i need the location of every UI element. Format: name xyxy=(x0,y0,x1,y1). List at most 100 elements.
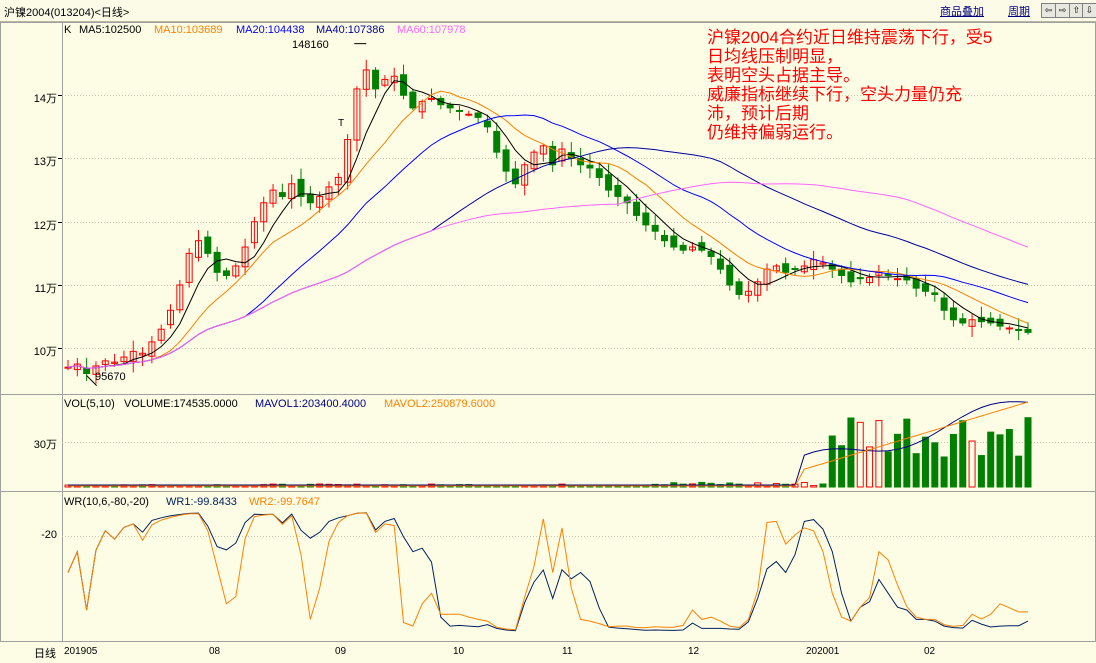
wr-title: WR(10,6,-80,-20) xyxy=(64,496,149,508)
candle-up xyxy=(148,341,156,357)
candle-down xyxy=(493,131,501,153)
ma40-label: MA40:107386 xyxy=(316,24,385,36)
candle-up xyxy=(176,284,184,311)
candle-down xyxy=(306,193,314,204)
t-mark: T xyxy=(338,118,345,129)
candle-up xyxy=(344,139,352,183)
candle-down xyxy=(586,164,594,169)
candle-up xyxy=(353,88,361,141)
period-button[interactable]: 周期 xyxy=(1008,6,1030,18)
volume-bar-down xyxy=(1015,455,1023,488)
candle-down xyxy=(642,212,650,226)
candle-up xyxy=(894,278,902,281)
volume-bar-down xyxy=(977,455,985,488)
candle-down xyxy=(1024,328,1032,333)
up-arrow-icon[interactable]: ⇧ xyxy=(1069,3,1084,18)
x-tick-12: 12 xyxy=(688,646,700,657)
candle-down xyxy=(595,168,603,178)
volume-bar-down xyxy=(996,434,1004,488)
ma20-label: MA20:104438 xyxy=(236,24,305,36)
candle-down xyxy=(735,281,743,295)
candle-down xyxy=(661,234,669,242)
candle-up xyxy=(800,265,808,273)
candle-up xyxy=(167,309,175,326)
candle-down xyxy=(949,307,957,321)
candle-down xyxy=(698,242,706,251)
candle-up xyxy=(362,69,370,90)
candle-up xyxy=(241,246,249,268)
candle-up xyxy=(381,78,389,86)
candle-down xyxy=(204,236,212,254)
y-tick-10w: 10万 xyxy=(33,346,57,358)
candle-up xyxy=(250,221,258,244)
candle-up xyxy=(101,360,109,365)
volume-bar-up xyxy=(866,446,874,488)
candle-up xyxy=(465,113,473,116)
candle-up xyxy=(334,176,342,186)
candle-up xyxy=(92,365,100,375)
candle-down xyxy=(940,297,948,311)
candle-down xyxy=(959,318,967,324)
down-arrow-icon[interactable]: ⇩ xyxy=(1082,3,1096,18)
candle-down xyxy=(605,174,613,191)
candle-down xyxy=(474,112,482,118)
candle-down xyxy=(483,120,491,128)
x-tick-10: 10 xyxy=(453,646,465,657)
candle-up xyxy=(744,290,752,296)
candle-down xyxy=(409,91,417,109)
candle-down xyxy=(549,145,557,166)
candle-up xyxy=(316,195,324,208)
candle-down xyxy=(670,235,678,248)
volume-bar-up xyxy=(856,421,864,488)
wr2-line xyxy=(67,512,1028,631)
candle-down xyxy=(511,168,519,185)
candle-up xyxy=(185,252,193,283)
ma40-line xyxy=(67,147,1029,369)
candle-up xyxy=(521,164,529,186)
volume-bar-down xyxy=(959,420,967,488)
ma20-line xyxy=(67,114,1029,369)
low-price-label: 95670 xyxy=(95,371,126,383)
x-tick-201905: 201905 xyxy=(64,646,98,657)
volume-bar-down xyxy=(1024,417,1032,488)
candle-down xyxy=(716,258,724,270)
candle-up xyxy=(688,246,696,251)
candle-down xyxy=(83,367,91,375)
volume-bar-down xyxy=(949,433,957,488)
x-tick-09: 09 xyxy=(335,646,347,657)
period-indicator: 日线 xyxy=(34,648,56,660)
low-marker-line xyxy=(86,375,97,386)
candle-up xyxy=(418,101,426,113)
volume-bar-down xyxy=(1005,429,1013,488)
mavol2-label: MAVOL2:250879.6000 xyxy=(384,398,496,410)
candle-down xyxy=(651,224,659,232)
wr1-line xyxy=(67,512,1029,632)
candle-up xyxy=(129,350,137,362)
x-tick-08: 08 xyxy=(209,646,221,657)
volume-bar-down xyxy=(884,451,892,488)
y-tick-14w: 14万 xyxy=(33,93,57,105)
candle-down xyxy=(297,178,305,197)
candle-up xyxy=(427,97,435,100)
volume-bar-down xyxy=(987,431,995,488)
candle-down xyxy=(446,104,454,109)
volume-bar-down xyxy=(903,418,911,488)
candle-up xyxy=(1005,327,1013,330)
y-tick-13w: 13万 xyxy=(33,156,57,168)
candle-down xyxy=(847,271,855,283)
overlay-button[interactable]: 商品叠加 xyxy=(940,6,984,18)
candle-up xyxy=(260,202,268,223)
candle-down xyxy=(1015,328,1023,332)
candle-up xyxy=(539,145,547,155)
candle-down xyxy=(931,292,939,295)
volume-bar-up xyxy=(968,440,976,488)
title-bar: 沪镍2004(013204)<日线> 商品叠加 周期 ⇦ ⇨ ⇧ ⇩ xyxy=(0,0,1096,22)
mavol1-line xyxy=(68,401,1029,486)
candle-down xyxy=(921,283,929,292)
candle-down xyxy=(502,149,510,172)
candle-down xyxy=(278,192,286,197)
ma60-line xyxy=(67,181,1029,369)
volume-bar-up xyxy=(800,482,808,488)
analysis-annotation: 沪镍2004合约近日维持震荡下行，受5 日均线压制明显， 表明空头占据主导。 威… xyxy=(707,28,993,142)
